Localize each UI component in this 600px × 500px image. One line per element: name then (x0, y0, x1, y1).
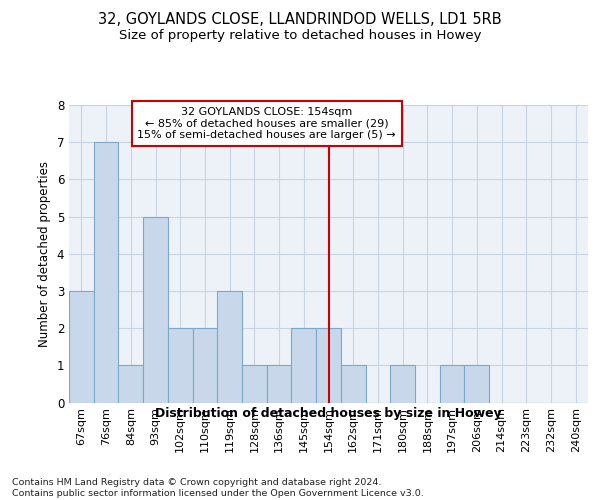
Bar (341, 366, 365, 403)
Text: Distribution of detached houses by size in Howey: Distribution of detached houses by size … (155, 408, 502, 420)
Text: 32 GOYLANDS CLOSE: 154sqm
← 85% of detached houses are smaller (29)
15% of semi-: 32 GOYLANDS CLOSE: 154sqm ← 85% of detac… (137, 107, 396, 140)
Text: Contains HM Land Registry data © Crown copyright and database right 2024.
Contai: Contains HM Land Registry data © Crown c… (12, 478, 424, 498)
Text: 32, GOYLANDS CLOSE, LLANDRINDOD WELLS, LD1 5RB: 32, GOYLANDS CLOSE, LLANDRINDOD WELLS, L… (98, 12, 502, 28)
Y-axis label: Number of detached properties: Number of detached properties (38, 161, 51, 347)
Bar (292, 328, 316, 402)
Bar (316, 328, 341, 402)
Bar (118, 366, 143, 403)
Text: Size of property relative to detached houses in Howey: Size of property relative to detached ho… (119, 29, 481, 42)
Bar (168, 328, 193, 402)
Bar (390, 366, 415, 403)
Bar (242, 366, 267, 403)
Bar (143, 216, 168, 402)
Bar (440, 366, 464, 403)
Bar (69, 291, 94, 403)
Bar (193, 328, 217, 402)
Bar (217, 291, 242, 403)
Bar (94, 142, 118, 403)
Bar (267, 366, 292, 403)
Bar (464, 366, 489, 403)
